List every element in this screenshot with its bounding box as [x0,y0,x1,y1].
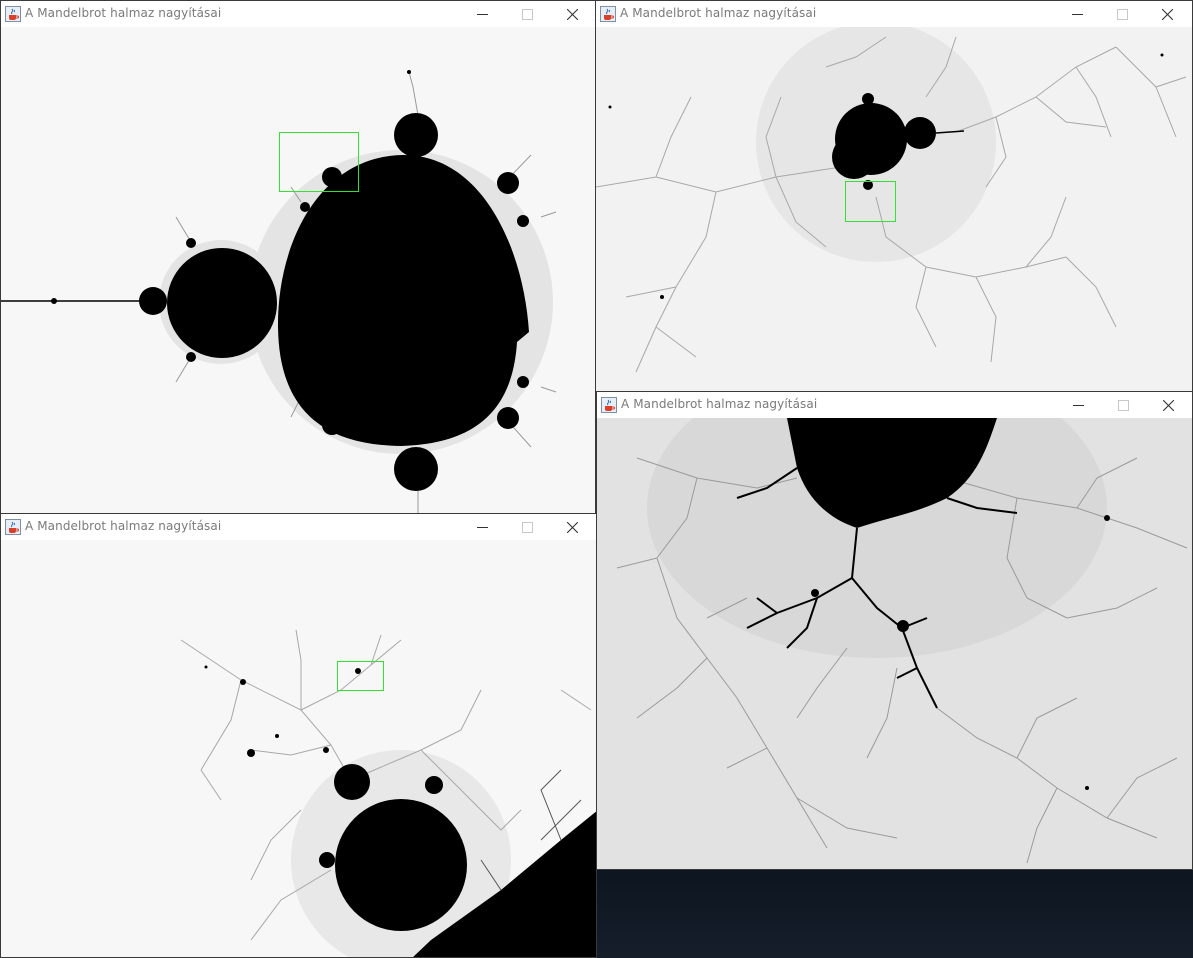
window-title: A Mandelbrot halmaz nagyításai [25,6,222,20]
close-icon [1162,8,1173,20]
window-titlebar[interactable]: A Mandelbrot halmaz nagyításai [597,392,1192,418]
window-title: A Mandelbrot halmaz nagyításai [621,397,818,411]
mandelbrot-render [1,540,596,957]
minimize-icon [477,526,488,528]
window-titlebar[interactable]: A Mandelbrot halmaz nagyításai [596,1,1192,27]
maximize-icon [522,8,533,20]
mandelbrot-canvas[interactable] [1,540,596,957]
window-mandelbrot-2[interactable]: A Mandelbrot halmaz nagyításai [595,0,1193,392]
window-mandelbrot-4[interactable]: A Mandelbrot halmaz nagyításai [596,391,1193,870]
java-coffee-cup-icon [601,397,617,413]
mandelbrot-canvas[interactable] [1,27,595,513]
mandelbrot-canvas[interactable] [596,27,1192,391]
close-button[interactable] [1145,1,1190,27]
java-coffee-cup-icon [600,6,616,22]
mandelbrot-render [597,418,1192,869]
close-button[interactable] [550,1,595,27]
window-title: A Mandelbrot halmaz nagyításai [620,6,817,20]
minimize-icon [1073,404,1084,406]
window-titlebar[interactable]: A Mandelbrot halmaz nagyításai [1,1,595,27]
maximize-icon [1118,399,1129,411]
close-icon [567,521,578,533]
minimize-button[interactable] [1055,1,1100,27]
close-button[interactable] [1146,392,1191,418]
window-title: A Mandelbrot halmaz nagyításai [25,519,222,533]
minimize-button[interactable] [460,514,505,540]
java-coffee-cup-icon [5,6,21,22]
maximize-button[interactable] [1100,1,1145,27]
mandelbrot-render [1,27,595,513]
minimize-icon [477,13,488,15]
java-coffee-cup-icon [5,519,21,535]
maximize-button[interactable] [505,514,550,540]
close-button[interactable] [550,514,595,540]
window-mandelbrot-1[interactable]: A Mandelbrot halmaz nagyításai [0,0,596,514]
maximize-button[interactable] [505,1,550,27]
desktop-background [597,870,1193,958]
minimize-icon [1072,13,1083,15]
maximize-button[interactable] [1101,392,1146,418]
zoom-selection-box[interactable] [279,132,359,192]
zoom-selection-box[interactable] [845,181,896,222]
window-titlebar[interactable]: A Mandelbrot halmaz nagyításai [1,514,596,540]
close-icon [1163,399,1174,411]
minimize-button[interactable] [1056,392,1101,418]
minimize-button[interactable] [460,1,505,27]
close-icon [567,8,578,20]
window-mandelbrot-3[interactable]: A Mandelbrot halmaz nagyításai [0,513,597,958]
maximize-icon [1117,8,1128,20]
maximize-icon [522,521,533,533]
zoom-selection-box[interactable] [337,661,384,691]
mandelbrot-render [596,27,1192,391]
mandelbrot-canvas[interactable] [597,418,1192,869]
